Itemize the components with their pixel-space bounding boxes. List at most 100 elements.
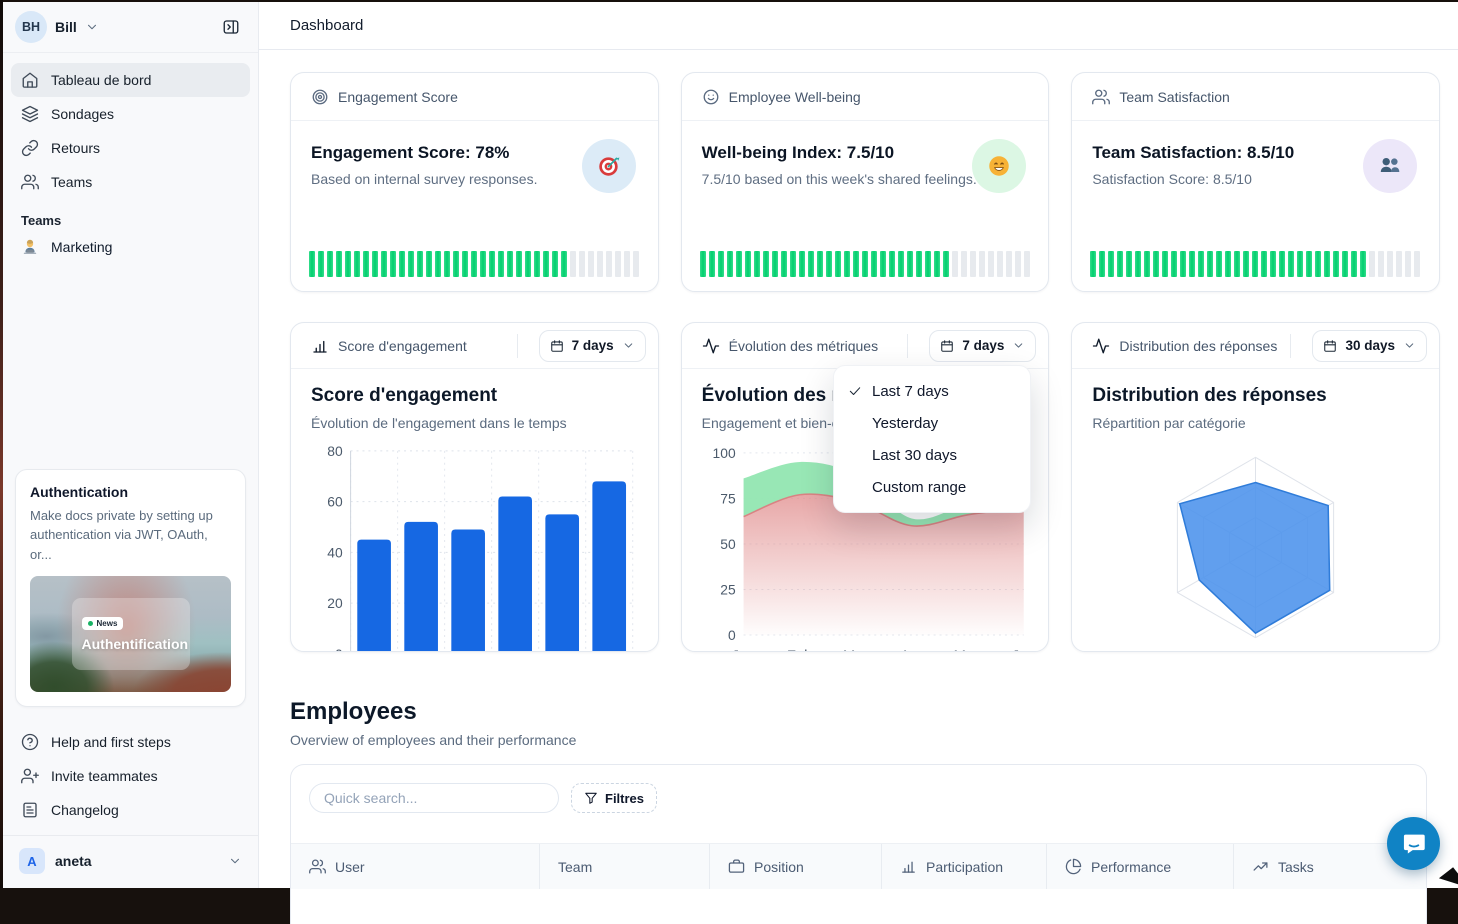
column-header-participation[interactable]: Participation (881, 844, 1046, 889)
menu-item-last-7-days[interactable]: Last 7 days (834, 375, 1030, 407)
sidebar-item-surveys[interactable]: Sondages (11, 97, 250, 131)
menu-item-yesterday[interactable]: Yesterday (834, 407, 1030, 439)
progress-segment (699, 251, 706, 277)
sidebar-item-label: Teams (51, 174, 93, 190)
progress-segment (1126, 251, 1133, 277)
sidebar-item-teams[interactable]: Teams (11, 165, 250, 199)
sidebar-item-label: Changelog (51, 802, 119, 818)
dart-target-emoji-icon (598, 157, 620, 176)
progress-segment (744, 251, 751, 277)
progress-segment (408, 251, 414, 277)
search-input[interactable] (309, 783, 559, 813)
progress-segment (1090, 251, 1097, 277)
news-badge-dot (87, 620, 93, 626)
bar-chart-icon (900, 858, 917, 875)
stat-subtitle: Based on internal survey responses. (311, 171, 538, 187)
help-circle-icon (21, 733, 39, 751)
employees-table-card: Filtres User Team Position (290, 764, 1427, 924)
progress-segment (960, 251, 967, 277)
card-header: Score d'engagement 7 days (291, 323, 658, 369)
stat-title: Engagement Score: 78% (311, 143, 510, 162)
progress-segment (870, 251, 877, 277)
progress-segment (933, 251, 940, 277)
progress-segment (708, 251, 715, 277)
chart-subtitle: Engagement et bien-être (701, 415, 856, 431)
collapse-sidebar-button[interactable] (216, 12, 246, 42)
target-icon (311, 88, 329, 106)
chat-launcher-button[interactable] (1387, 817, 1440, 870)
menu-item-label: Yesterday (872, 414, 939, 432)
avatar[interactable]: BH (15, 11, 47, 43)
svg-text:50: 50 (720, 536, 736, 552)
workspace-switcher[interactable]: A aneta (3, 836, 258, 888)
sidebar-item-marketing[interactable]: Marketing (3, 230, 258, 264)
promo-title: Authentication (30, 483, 128, 500)
promo-card[interactable]: Authentication Make docs private by sett… (15, 468, 246, 707)
progress-segment (735, 251, 742, 277)
progress-segment (633, 251, 639, 277)
filters-button[interactable]: Filtres (571, 783, 658, 813)
sidebar-item-feedback[interactable]: Retours (11, 131, 250, 165)
svg-text:75: 75 (720, 490, 736, 506)
progress-segment (354, 251, 360, 277)
screen-edge-top (0, 0, 1458, 2)
progress-segment (489, 251, 495, 277)
period-dropdown-menu: Last 7 days Yesterday Last 30 days Custo… (833, 365, 1031, 513)
menu-item-label: Custom range (872, 478, 967, 496)
svg-text:Jan: Jan (731, 649, 755, 652)
chevron-down-icon (228, 854, 242, 868)
team-satisfaction-card: Team Satisfaction Team Satisfaction: 8.5… (1071, 72, 1441, 292)
progress-segment (1270, 251, 1277, 277)
user-name[interactable]: Bill (55, 19, 77, 35)
workspace-avatar: A (19, 848, 45, 874)
card-header: Employee Well-being (681, 73, 1049, 121)
promo-image: News Authentification (30, 576, 231, 692)
column-header-team[interactable]: Team (539, 844, 709, 889)
sidebar-item-changelog[interactable]: Changelog (11, 793, 250, 827)
promo-overlay-card: News Authentification (71, 598, 190, 670)
employees-section: Employees Overview of employees and thei… (290, 698, 1440, 924)
period-select[interactable]: 7 days (929, 329, 1037, 362)
topbar: Dashboard (259, 2, 1458, 50)
progress-segment (471, 251, 477, 277)
radar-chart (1177, 456, 1335, 639)
column-header-performance[interactable]: Performance (1046, 844, 1233, 889)
progress-segment (1261, 251, 1268, 277)
sidebar-item-label: Sondages (51, 106, 115, 122)
progress-segment (1324, 251, 1331, 277)
column-header-tasks[interactable]: Tasks (1233, 844, 1426, 889)
progress-segment (462, 251, 468, 277)
period-select[interactable]: 7 days (538, 329, 646, 362)
column-label: User (335, 858, 365, 875)
svg-text:0: 0 (335, 646, 343, 652)
progress-segment (726, 251, 733, 277)
card-header-label: Score d'engagement (338, 337, 467, 354)
sidebar-item-help[interactable]: Help and first steps (11, 725, 250, 759)
progress-bar (309, 251, 640, 277)
progress-segment (1153, 251, 1160, 277)
sidebar-item-invite[interactable]: Invite teammates (11, 759, 250, 793)
menu-item-last-30-days[interactable]: Last 30 days (834, 439, 1030, 471)
card-body: Score d'engagement Évolution de l'engage… (291, 369, 658, 652)
column-header-position[interactable]: Position (709, 844, 881, 889)
column-header-user[interactable]: User (291, 844, 539, 889)
period-label: 7 days (571, 338, 614, 353)
progress-segment (1333, 251, 1340, 277)
period-select[interactable]: 30 days (1312, 329, 1428, 362)
card-body: Engagement Score: 78% Based on internal … (291, 121, 658, 187)
divider (3, 835, 258, 836)
svg-text:100: 100 (712, 445, 735, 461)
progress-segment (615, 251, 621, 277)
progress-segment (1387, 251, 1394, 277)
chart-subtitle: Répartition par catégorie (1092, 415, 1246, 431)
promo-image-caption: Authentification (81, 635, 189, 652)
progress-segment (309, 251, 315, 277)
menu-item-custom-range[interactable]: Custom range (834, 471, 1030, 503)
section-title: Employees (290, 698, 417, 725)
progress-segment (879, 251, 886, 277)
divider (907, 333, 909, 358)
divider (516, 333, 518, 358)
card-header: Engagement Score (291, 73, 658, 121)
column-label: Team (558, 858, 593, 875)
sidebar-item-dashboard[interactable]: Tableau de bord (11, 63, 250, 97)
